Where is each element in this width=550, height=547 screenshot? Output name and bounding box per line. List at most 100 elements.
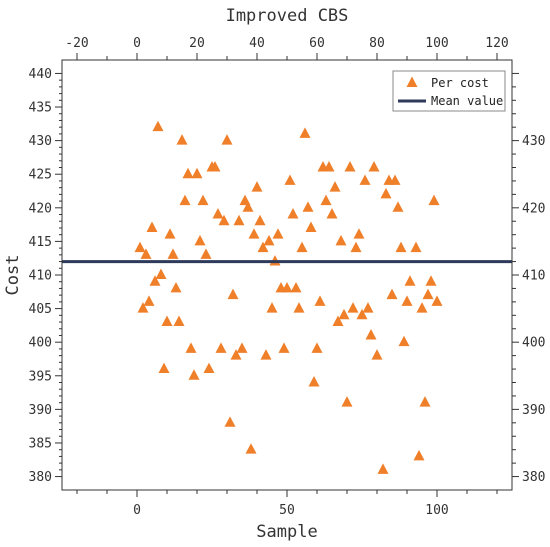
top-x-tick-label: 20 [189,36,205,51]
data-point-45 [266,302,278,313]
data-point-10 [161,315,173,327]
data-point-14 [173,315,185,327]
left-y-tick-label: 440 [29,67,52,82]
top-x-tick-label: 80 [369,36,385,51]
data-point-66 [329,181,341,192]
data-point-43 [260,349,272,360]
data-point-58 [305,221,317,232]
data-point-28 [215,342,227,353]
data-point-65 [326,208,338,219]
data-point-78 [365,328,377,340]
legend-per-cost-marker [406,76,418,87]
top-axis-title: Improved CBS [226,6,349,26]
data-point-74 [353,228,365,239]
right-y-tick-label: 430 [522,134,545,149]
left-y-tick-label: 390 [29,403,52,418]
left-y-tick-label: 405 [29,302,52,317]
data-point-1 [134,241,146,253]
top-x-tick-label: 100 [425,36,448,51]
data-point-91 [410,241,422,253]
data-point-22 [197,194,209,206]
data-point-34 [233,214,245,226]
data-point-13 [170,281,182,293]
x-axis-title: Sample [256,522,317,542]
data-point-41 [254,214,266,226]
right-y-tick-label: 390 [522,403,545,418]
right-y-tick-label: 400 [522,336,545,351]
data-point-88 [398,335,410,347]
data-point-26 [209,161,221,172]
data-point-82 [380,187,392,199]
left-y-tick-label: 385 [29,436,52,451]
data-point-42 [257,241,269,253]
data-point-75 [356,308,368,320]
data-point-44 [263,234,275,246]
data-point-77 [362,302,374,313]
data-point-59 [308,376,320,387]
data-point-24 [203,362,215,374]
data-point-5 [146,221,158,232]
data-point-54 [293,302,305,313]
y-axis-title: Cost [3,255,23,296]
data-point-47 [272,228,284,239]
data-point-76 [359,174,371,185]
data-point-7 [152,120,164,132]
data-point-50 [281,281,293,293]
data-point-37 [242,201,254,212]
right-y-tick-label: 420 [522,201,545,216]
data-point-94 [419,396,431,407]
data-point-27 [212,208,224,219]
data-point-35 [236,342,248,353]
data-point-95 [422,288,434,300]
data-point-29 [218,214,230,226]
data-point-20 [191,167,203,179]
data-point-72 [347,302,359,313]
left-y-tick-label: 425 [29,168,52,183]
data-point-87 [395,241,407,253]
data-point-68 [335,234,347,246]
ticks-layer: 0 50 100 -20 0 20 40 60 80 100 120 380 385 390 395 400 4… [29,36,546,518]
bottom-x-tick-label: 100 [425,503,448,518]
left-y-tick-label: 420 [29,201,52,216]
data-point-53 [290,281,302,293]
data-point-9 [158,362,170,374]
legend-per-cost-label: Per cost [431,76,489,90]
data-point-40 [251,181,263,192]
data-point-73 [350,241,362,253]
data-point-38 [245,443,257,454]
data-point-56 [299,127,311,138]
data-point-80 [371,349,383,360]
data-point-51 [284,174,296,185]
data-point-81 [377,463,389,474]
left-y-tick-label: 395 [29,369,52,384]
data-point-71 [344,161,356,172]
data-point-15 [176,134,188,145]
markers-layer [134,120,443,474]
data-point-89 [401,295,413,306]
data-point-11 [164,228,176,239]
data-point-32 [227,288,239,300]
data-point-52 [287,208,299,219]
data-point-63 [320,194,332,206]
data-point-30 [221,134,233,145]
top-x-tick-label: -20 [65,36,88,51]
plot-frame [61,59,513,491]
data-point-49 [278,342,290,353]
top-x-tick-label: 0 [133,36,141,51]
right-y-tick-label: 380 [522,470,545,485]
data-point-57 [302,201,314,212]
left-y-tick-label: 400 [29,336,52,351]
data-point-23 [200,248,212,259]
data-point-97 [428,194,440,206]
data-point-21 [194,234,206,246]
right-y-tick-label: 410 [522,269,545,284]
data-point-31 [224,416,236,427]
data-point-84 [386,288,398,300]
left-y-tick-label: 380 [29,470,52,485]
top-x-tick-label: 120 [485,36,508,51]
left-y-tick-label: 415 [29,235,52,250]
data-point-8 [155,268,167,279]
data-point-98 [431,295,443,306]
